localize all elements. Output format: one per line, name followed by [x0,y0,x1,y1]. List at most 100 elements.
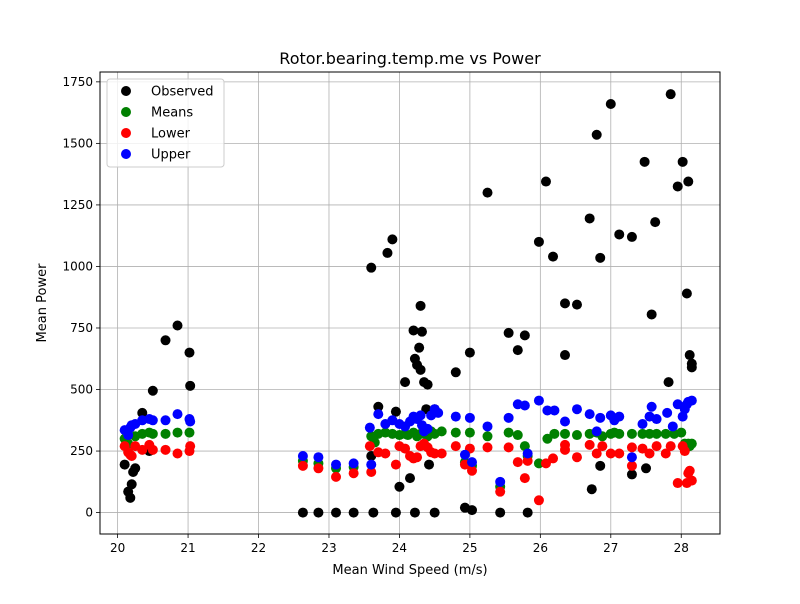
point-upper [373,409,384,420]
point-observed [665,89,676,100]
point-means [436,426,447,437]
point-lower [512,457,523,468]
point-lower [665,441,676,452]
point-observed [464,347,475,358]
point-lower [313,463,324,474]
point-upper [522,448,533,459]
point-means [542,433,553,444]
point-lower [533,495,544,506]
point-observed [297,507,308,518]
point-lower [429,448,440,459]
point-upper [422,423,433,434]
point-upper [560,416,570,427]
point-means [571,430,582,441]
point-upper [366,459,377,470]
legend-marker-lower [121,128,131,138]
point-means [676,427,687,438]
point-observed [522,507,533,518]
point-means [549,428,560,439]
point-observed [119,459,130,470]
y-axis-label: Mean Power [35,263,50,343]
point-observed [313,507,324,518]
x-tick-label: 21 [180,541,195,555]
point-means [450,427,461,438]
point-upper [297,450,308,461]
y-tick-label: 0 [85,506,93,520]
point-upper [672,399,683,410]
point-upper [626,452,637,463]
point-observed [503,327,514,338]
point-lower [400,443,411,454]
point-observed [185,380,196,391]
point-upper [482,421,493,432]
series-observed [119,89,697,518]
point-observed [533,236,544,247]
point-means [651,428,662,439]
point-observed [650,217,661,228]
x-axis-label: Mean Wind Speed (m/s) [332,563,487,578]
point-observed [147,385,158,396]
point-observed [605,98,616,109]
point-observed [409,507,420,518]
point-observed [639,156,650,167]
point-upper [667,421,678,432]
point-observed [683,176,694,187]
point-observed [405,473,415,484]
point-means [172,427,183,438]
x-tick-label: 24 [392,541,407,555]
point-lower [548,453,559,464]
point-observed [429,507,440,518]
point-observed [482,187,493,198]
point-lower [172,448,183,459]
x-tick-label: 20 [110,541,125,555]
y-tick-label: 1250 [62,198,93,212]
point-means [482,431,493,442]
x-tick-label: 28 [674,541,689,555]
point-observed [368,507,379,518]
point-lower [380,448,391,459]
point-means [644,428,655,439]
point-upper [542,405,553,416]
point-observed [646,309,657,320]
point-means [614,428,625,439]
point-means [637,428,648,439]
point-upper [614,411,625,422]
point-lower [467,465,477,476]
point-upper [433,407,444,418]
point-upper [185,416,196,427]
point-lower [331,471,342,482]
point-lower [660,448,671,459]
point-lower [672,478,683,489]
point-lower [366,466,377,477]
point-observed [626,231,637,242]
point-lower [348,468,359,479]
point-lower [519,473,530,484]
legend-box [106,78,225,168]
point-lower [160,444,171,455]
x-tick-label: 22 [251,541,266,555]
point-observed [382,247,393,258]
point-lower [147,444,158,455]
point-observed [125,492,136,503]
point-upper [591,426,602,437]
point-lower [495,486,506,497]
point-upper [464,412,475,423]
point-upper [172,409,183,420]
point-upper [584,409,595,420]
legend-marker-upper [121,149,131,159]
point-upper [662,407,673,418]
point-observed [416,326,427,337]
point-means [686,438,697,449]
series-lower [119,438,697,506]
point-observed [591,129,602,140]
y-tick-label: 1000 [62,259,93,273]
point-upper [147,415,158,426]
point-observed [614,229,625,240]
point-observed [467,505,477,516]
point-observed [626,469,637,480]
point-means [626,428,637,439]
point-observed [684,350,695,361]
point-means [147,428,158,439]
point-lower [185,441,196,452]
legend-label-means: Means [151,106,193,121]
